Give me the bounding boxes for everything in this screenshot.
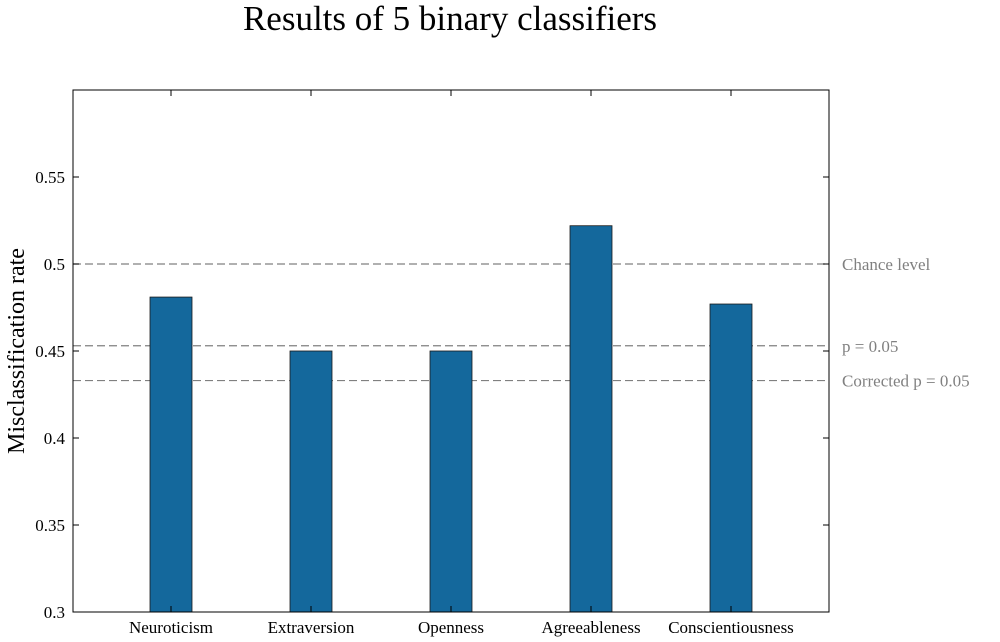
y-tick-label: 0.45 (35, 342, 65, 361)
bar (429, 350, 473, 613)
y-tick-label: 0.4 (44, 429, 66, 448)
bar (149, 296, 193, 613)
reference-line-label: Chance level (842, 255, 931, 274)
x-tick-label: Conscientiousness (668, 618, 794, 637)
x-tick-label: Agreeableness (541, 618, 640, 637)
y-tick-label: 0.5 (44, 255, 65, 274)
x-tick-label: Neuroticism (129, 618, 213, 637)
reference-lines: Chance level p = 0.05 Corrected p = 0.05 (73, 255, 970, 391)
reference-line-label: Corrected p = 0.05 (842, 372, 970, 391)
bar (709, 303, 753, 613)
reference-line-label: p = 0.05 (842, 337, 898, 356)
axis-tick-labels: 0.3 0.35 0.4 0.45 0.5 0.55 Neuroticism Extraver… (35, 168, 794, 637)
bars (149, 225, 753, 613)
y-tick-label: 0.55 (35, 168, 65, 187)
bar (289, 350, 333, 613)
bar (569, 225, 613, 613)
chart-title: Results of 5 binary classifiers (243, 0, 657, 38)
y-axis-label: Misclassification rate (4, 248, 30, 454)
y-tick-label: 0.3 (44, 603, 65, 622)
plot-frame (72, 89, 830, 613)
x-tick-label: Extraversion (268, 618, 355, 637)
axis-ticks (73, 90, 829, 613)
x-tick-label: Openness (418, 618, 484, 637)
y-tick-label: 0.35 (35, 516, 65, 535)
